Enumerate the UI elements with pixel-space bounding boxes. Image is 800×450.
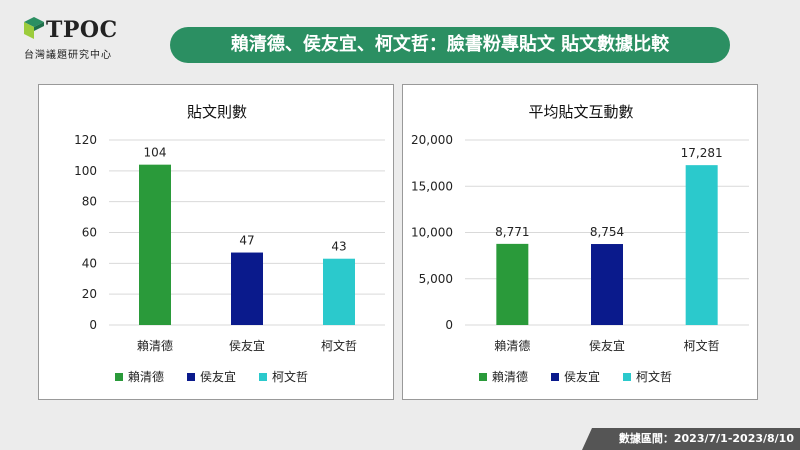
y-tick-label: 100 [74, 164, 97, 178]
chart-title: 平均貼文互動數 [528, 103, 633, 121]
y-tick-label: 15,000 [411, 179, 453, 193]
y-tick-label: 40 [82, 256, 97, 270]
legend-label: 柯文哲 [272, 369, 308, 384]
legend-label: 賴清德 [128, 369, 164, 384]
y-tick-label: 0 [89, 318, 97, 332]
legend-label: 柯文哲 [636, 369, 672, 384]
bar-3 [685, 165, 718, 325]
bar-2 [591, 244, 623, 325]
chart-panel-avg-interactions: 平均貼文互動數 0 5,000 10,000 15,000 20,000 8,771 賴清德 8… [402, 84, 758, 400]
y-tick-label: 20 [82, 287, 97, 301]
x-tick-label: 賴清德 [494, 338, 530, 353]
data-label: 17,281 [681, 146, 723, 160]
y-tick-label: 20,000 [411, 133, 453, 147]
y-tick-label: 120 [74, 133, 97, 147]
x-tick-label: 柯文哲 [321, 338, 357, 353]
x-tick-label: 柯文哲 [684, 338, 720, 353]
bar-1 [496, 243, 529, 325]
y-tick-label: 10,000 [411, 226, 453, 240]
logo-subtitle: 台灣議題研究中心 [24, 50, 112, 61]
page-title: 賴清德、侯友宜、柯文哲：臉書粉專貼文 貼文數據比較 [170, 27, 730, 63]
data-label: 8,771 [495, 225, 529, 239]
data-label: 8,754 [590, 225, 624, 239]
legend-swatch [115, 373, 123, 381]
legend-label: 侯友宜 [564, 369, 600, 384]
data-label: 47 [239, 234, 254, 248]
legend-label: 侯友宜 [200, 369, 236, 384]
legend-swatch [259, 373, 267, 381]
x-tick-label: 侯友宜 [589, 338, 625, 353]
bar-2 [231, 252, 263, 325]
logo-text: TPOC [46, 17, 118, 43]
x-tick-label: 賴清德 [137, 338, 173, 353]
legend-swatch [479, 373, 487, 381]
y-tick-label: 0 [445, 318, 453, 332]
y-tick-label: 60 [82, 226, 97, 240]
y-tick-label: 80 [82, 195, 97, 209]
data-range-footer: 數據區間：2023/7/1-2023/8/10 [582, 428, 800, 450]
legend-swatch [623, 373, 631, 381]
legend-swatch [551, 373, 559, 381]
logo-mark-icon [24, 17, 44, 39]
tpoc-logo: TPOC 台灣議題研究中心 [22, 14, 132, 66]
legend-swatch [187, 373, 195, 381]
legend-label: 賴清德 [492, 369, 528, 384]
chart-title: 貼文則數 [187, 103, 247, 121]
bar-1 [139, 164, 171, 325]
data-label: 104 [144, 146, 167, 160]
data-label: 43 [331, 240, 346, 254]
chart-panel-post-count: 貼文則數 0 20 40 60 80 100 120 104 賴清德 47 侯友宜 43 柯文哲 賴清德 侯友… [38, 84, 394, 400]
x-tick-label: 侯友宜 [229, 338, 265, 353]
y-tick-label: 5,000 [419, 272, 453, 286]
bar-3 [323, 258, 355, 325]
avg-interactions-chart: 平均貼文互動數 0 5,000 10,000 15,000 20,000 8,771 賴清德 8… [411, 103, 749, 384]
